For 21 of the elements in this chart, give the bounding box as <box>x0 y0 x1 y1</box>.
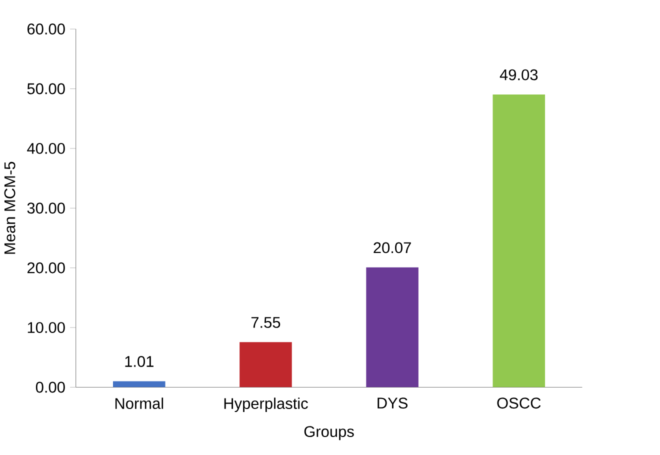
data-label: 20.07 <box>374 242 411 254</box>
data-label: 1.01 <box>125 356 154 367</box>
y-tick-label: 40.00 <box>27 142 65 154</box>
data-label: 49.03 <box>500 69 538 80</box>
y-tick-label: 50.00 <box>27 83 65 94</box>
x-tick-label: Normal <box>115 398 164 409</box>
y-tick-label: 20.00 <box>27 262 65 274</box>
x-axis-title: Groups <box>304 426 354 440</box>
data-label: 7.55 <box>251 317 280 328</box>
bar <box>366 267 418 388</box>
x-tick-label: Hyperplastic <box>224 398 308 412</box>
y-tick-label: 0.00 <box>36 382 65 393</box>
x-tick-label: DYS <box>378 398 408 409</box>
x-tick-label: OSCC <box>497 398 541 409</box>
bar <box>113 381 166 388</box>
y-tick-label: 30.00 <box>27 202 65 214</box>
y-axis-title: Mean MCM-5 <box>4 162 16 254</box>
y-tick-label: 60.00 <box>28 24 65 35</box>
y-tick-label: 10.00 <box>28 322 65 334</box>
bar <box>492 94 546 388</box>
bar <box>240 342 292 388</box>
